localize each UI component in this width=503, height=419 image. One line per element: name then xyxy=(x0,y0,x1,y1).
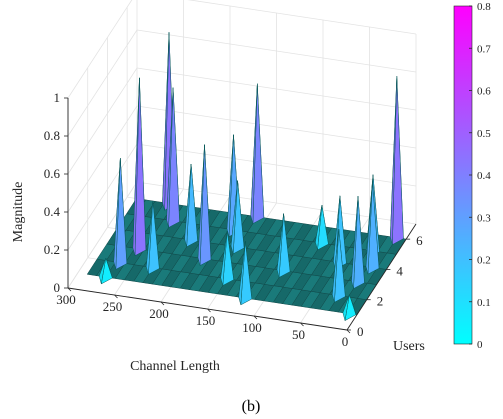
peak-face xyxy=(226,134,234,237)
peak-face xyxy=(365,181,373,275)
peak-face xyxy=(238,241,246,305)
peak-face xyxy=(351,196,359,289)
peak-face xyxy=(146,200,154,275)
peak xyxy=(342,293,357,322)
colorbar-tick-label: 0.8 xyxy=(477,1,491,13)
peak xyxy=(197,144,212,266)
peak xyxy=(365,181,380,275)
y-tick-label: 4 xyxy=(396,263,403,278)
colorbar-tick-label: 0.4 xyxy=(477,170,491,182)
peak-face xyxy=(220,231,228,286)
peak xyxy=(166,87,180,228)
x-tick-mark xyxy=(253,315,258,320)
grid-line xyxy=(67,181,138,289)
peak xyxy=(390,76,404,246)
x-tick-label: 250 xyxy=(103,299,123,314)
peak xyxy=(146,200,160,275)
y-tick-label: 0 xyxy=(357,324,364,339)
peak-face xyxy=(332,228,340,303)
x-axis-label: Channel Length xyxy=(130,359,220,374)
grid-line xyxy=(67,29,138,137)
x-tick-mark xyxy=(160,301,165,306)
y-axis-label: Users xyxy=(393,339,425,354)
peak xyxy=(276,213,291,278)
colorbar-tick-label: 0 xyxy=(477,339,483,351)
y-tick-label: 2 xyxy=(377,294,384,309)
peak-face xyxy=(184,163,192,247)
x-tick-mark xyxy=(346,329,351,334)
peak-face xyxy=(390,76,398,245)
z-tick-label: 0.2 xyxy=(44,242,60,257)
colorbar: 0 0.1 0.2 0.3 0.4 0.5 0.6 0.7 0.8 xyxy=(453,1,491,351)
colorbar-tick-label: 0.5 xyxy=(477,128,491,140)
z-axis-label: Magnitude xyxy=(11,182,26,243)
x-tick-label: 50 xyxy=(292,327,305,342)
z-tick-label: 0 xyxy=(54,280,61,295)
peak xyxy=(220,231,234,286)
peak-face xyxy=(333,195,341,270)
peak-face xyxy=(250,83,258,224)
peak xyxy=(184,163,198,248)
colorbar-tick-label: 0.7 xyxy=(477,43,491,55)
peak xyxy=(351,196,365,290)
figure-caption: (b) xyxy=(242,398,261,415)
z-tick-label: 0.4 xyxy=(44,204,61,219)
colorbar-tick-label: 0.2 xyxy=(477,255,491,267)
grid-line xyxy=(67,0,133,99)
grid-line xyxy=(67,143,138,251)
x-tick-label: 150 xyxy=(196,313,216,328)
colorbar-tick-label: 0.6 xyxy=(477,86,491,98)
colorbar-ticks: 0 0.1 0.2 0.3 0.4 0.5 0.6 0.7 0.8 xyxy=(469,1,491,351)
x-tick-label: 300 xyxy=(56,292,76,307)
peak xyxy=(230,180,245,255)
peak-face xyxy=(113,158,121,270)
peak xyxy=(238,241,253,306)
peak-face xyxy=(342,294,350,321)
z-tick-label: 0.8 xyxy=(44,128,60,143)
grid-line xyxy=(67,67,138,175)
grid-line xyxy=(67,105,138,213)
peak xyxy=(315,205,329,251)
x-tick-mark xyxy=(114,294,118,299)
z-tick-label: 0.6 xyxy=(44,166,61,181)
peak xyxy=(98,257,113,285)
peak-face xyxy=(98,258,107,284)
x-tick-label: 0 xyxy=(342,334,349,349)
x-tick-mark xyxy=(67,287,72,292)
peak xyxy=(250,83,265,225)
x-tick-mark xyxy=(207,308,211,313)
peaks xyxy=(98,32,404,322)
y-tick-label: 6 xyxy=(416,233,423,248)
y-axis-line xyxy=(346,223,417,331)
peak xyxy=(332,228,346,303)
peak-face xyxy=(276,213,284,278)
peak xyxy=(132,77,147,257)
peak-face xyxy=(166,87,174,228)
peak-face xyxy=(197,144,205,266)
x-tick-mark xyxy=(300,322,304,327)
colorbar-tick-label: 0.3 xyxy=(477,212,491,224)
peak xyxy=(113,158,128,270)
x-tick-label: 200 xyxy=(149,306,169,321)
peak-face xyxy=(230,180,238,254)
peak-face xyxy=(315,205,323,250)
peak-face xyxy=(132,77,140,256)
x-tick-label: 100 xyxy=(242,320,262,335)
colorbar-tick-label: 0.1 xyxy=(477,297,491,309)
z-tick-label: 1 xyxy=(54,90,61,105)
peak-face xyxy=(162,32,170,211)
